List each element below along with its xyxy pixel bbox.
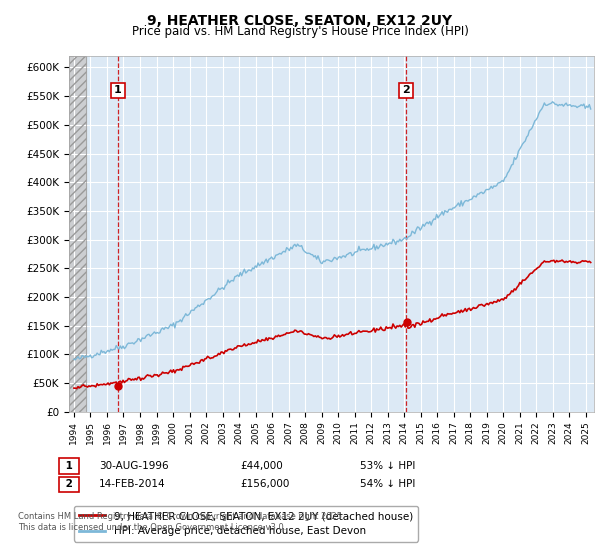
- Text: 30-AUG-1996: 30-AUG-1996: [99, 461, 169, 471]
- Text: £44,000: £44,000: [240, 461, 283, 471]
- Text: 9, HEATHER CLOSE, SEATON, EX12 2UY: 9, HEATHER CLOSE, SEATON, EX12 2UY: [148, 14, 452, 28]
- Bar: [69, 56, 86, 412]
- Text: Price paid vs. HM Land Registry's House Price Index (HPI): Price paid vs. HM Land Registry's House …: [131, 25, 469, 38]
- Text: 14-FEB-2014: 14-FEB-2014: [99, 479, 166, 489]
- Text: 2: 2: [62, 479, 76, 489]
- Text: 1: 1: [62, 461, 76, 471]
- Text: 54% ↓ HPI: 54% ↓ HPI: [360, 479, 415, 489]
- Text: £156,000: £156,000: [240, 479, 289, 489]
- Text: 1: 1: [114, 86, 122, 95]
- Text: 53% ↓ HPI: 53% ↓ HPI: [360, 461, 415, 471]
- Legend: 9, HEATHER CLOSE, SEATON, EX12 2UY (detached house), HPI: Average price, detache: 9, HEATHER CLOSE, SEATON, EX12 2UY (deta…: [74, 506, 418, 542]
- Text: 2: 2: [402, 86, 410, 95]
- Bar: [69, 56, 86, 412]
- Text: Contains HM Land Registry data © Crown copyright and database right 2025.
This d: Contains HM Land Registry data © Crown c…: [18, 512, 344, 532]
